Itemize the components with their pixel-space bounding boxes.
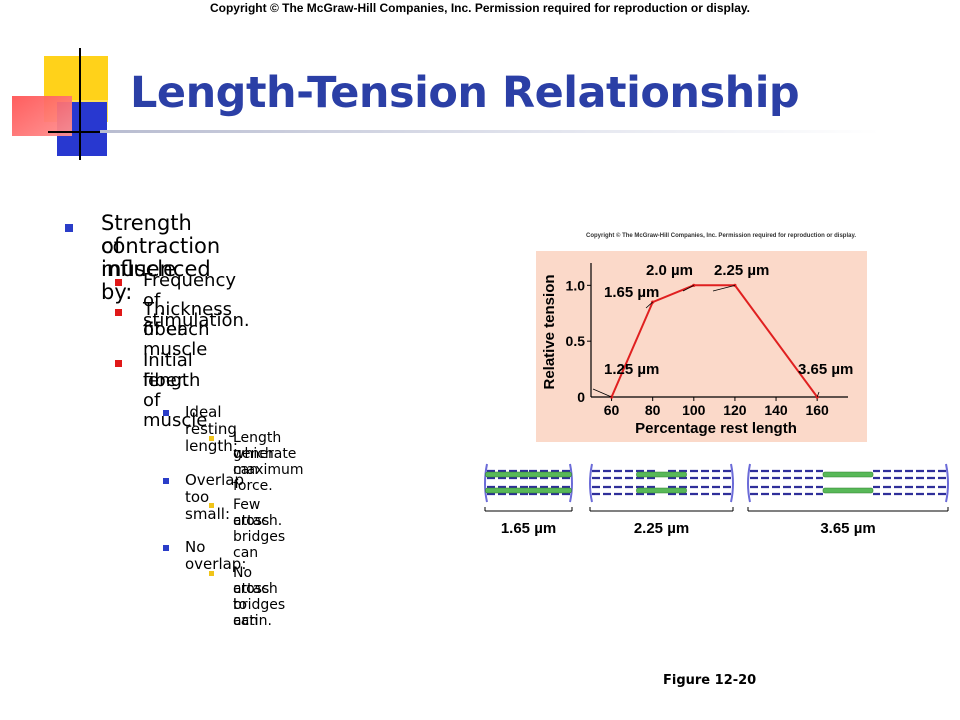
sarcomere-diagrams: 1.65 µm 2.25 µm 3.65 µm [484,463,949,537]
z-disc [569,463,573,503]
bullet-text: Overlap too small: [185,471,244,523]
sarcomere-length-label: 1.65 µm [501,520,556,537]
myosin-filament [822,471,874,478]
y-tick-label: 0 [577,389,585,405]
figure-label: Figure 12-20 [663,673,757,688]
bullet-marker [115,360,122,367]
data-point [692,283,696,287]
bullet-text: contraction influenced by: [101,234,221,304]
length-tension-chart: 0 0.5 1.0 60 80 100 120 140 160 Relative tensio… [536,251,867,442]
title-decoration [12,48,130,160]
sarcomere-length-label: 2.25 µm [634,520,689,537]
x-tick-label: 140 [764,402,788,418]
bullet-text: Initial length of muscle [143,350,208,431]
x-axis-label: Percentage rest length [635,420,797,437]
bullet-marker [65,224,73,232]
annotation-pointer [712,284,736,292]
z-disc [589,463,593,503]
point-annotation: 3.65 µm [798,361,853,378]
bullet-marker [209,503,214,508]
point-annotation: 1.25 µm [604,361,659,378]
bullet-marker [163,410,169,416]
myosin-filament [485,471,572,478]
title-underline [100,130,880,133]
bullet-text: attach. [233,513,283,529]
myosin-filament [485,487,572,494]
point-annotation: 2.0 µm [646,262,693,279]
x-tick-label: 60 [604,402,620,418]
bullet-text: Few cross bridges can [233,497,286,561]
copyright-notice: Copyright © The McGraw-Hill Companies, I… [209,1,751,15]
x-tick-label: 80 [645,402,661,418]
myosin-filament [636,471,687,478]
bullet-text: No overlap: [185,538,247,573]
bullet-text: Frequency of stimulation. [143,270,250,331]
x-tick-label: 160 [805,402,829,418]
z-disc [945,463,949,503]
bullet-text: Thickness of each muscle [143,299,232,360]
figure-copyright: Copyright © The McGraw-Hill Companies, I… [586,233,857,239]
data-point [733,283,737,287]
bullet-text: fiber. [143,319,189,340]
annotation-pointer [682,284,694,292]
annotation-pointer [645,301,653,309]
z-disc [730,463,734,503]
bullet-text: Ideal resting length: [185,403,238,455]
bullet-marker [163,545,169,551]
annotation-pointer [592,388,612,398]
bullet-marker [209,436,214,441]
bullet-marker [209,571,214,576]
z-disc [747,463,751,503]
z-disc [484,463,488,503]
slide-title: Length-Tension Relationship [130,68,800,118]
bullet-text: Strength of muscle [101,211,192,281]
bullet-text: fiber. [143,370,189,391]
bullet-text: attach to actin. [233,581,278,629]
sarcomere-length-label: 3.65 µm [820,520,875,537]
y-axis-label: Relative tension [541,274,558,389]
bullet-text: generate maximum force. [233,446,304,494]
y-tick-label: 0.5 [566,333,586,349]
point-annotation: 1.65 µm [604,284,659,301]
bullet-text: No cross bridges can [233,565,286,629]
bullet-text: Length which can [233,430,282,478]
myosin-filament [636,487,687,494]
y-tick-label: 1.0 [566,277,586,293]
annotation-pointer [816,391,820,398]
point-annotation: 2.25 µm [714,262,769,279]
bullet-marker [163,478,169,484]
myosin-filament [822,487,874,494]
bullet-marker [115,279,122,286]
x-tick-label: 100 [682,402,706,418]
bullet-marker [115,309,122,316]
x-tick-label: 120 [723,402,747,418]
